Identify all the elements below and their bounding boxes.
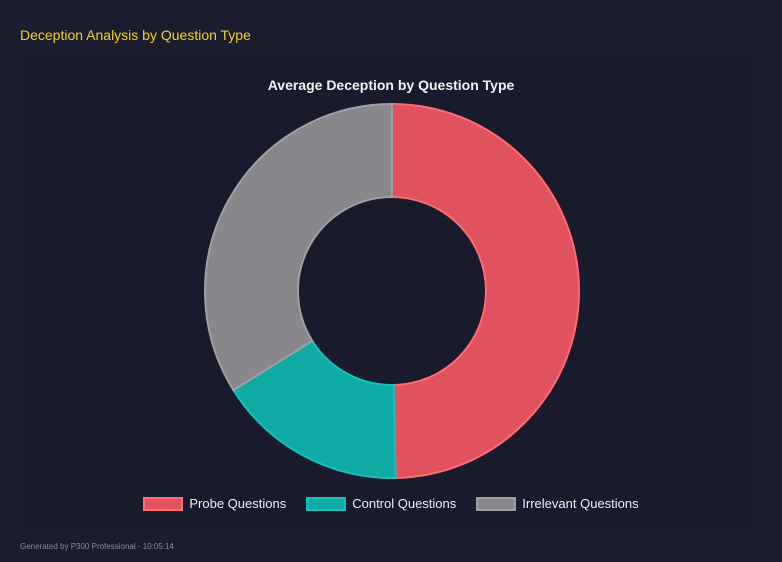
donut-slice-probe-questions[interactable]	[391, 102, 581, 479]
chart-title: Average Deception by Question Type	[267, 77, 515, 93]
footer-text: Generated by P300 Professional - 10:05:1…	[20, 542, 174, 551]
legend-label: Probe Questions	[189, 496, 287, 511]
legend-label: Control Questions	[352, 496, 457, 511]
legend-item-probe[interactable]: Probe Questions	[143, 496, 286, 511]
legend-swatch	[476, 496, 517, 511]
legend-item-irrelevant[interactable]: Irrelevant Questions	[476, 496, 639, 511]
donut-slice-irrelevant-questions[interactable]	[204, 102, 393, 392]
donut-slice-control-questions[interactable]	[232, 339, 397, 479]
chart-legend: Probe Questions Control Questions Irrele…	[0, 496, 782, 511]
page-title: Deception Analysis by Question Type	[20, 27, 251, 43]
legend-swatch	[306, 496, 347, 511]
legend-swatch	[143, 496, 184, 511]
legend-label: Irrelevant Questions	[522, 496, 639, 511]
legend-item-control[interactable]: Control Questions	[306, 496, 456, 511]
